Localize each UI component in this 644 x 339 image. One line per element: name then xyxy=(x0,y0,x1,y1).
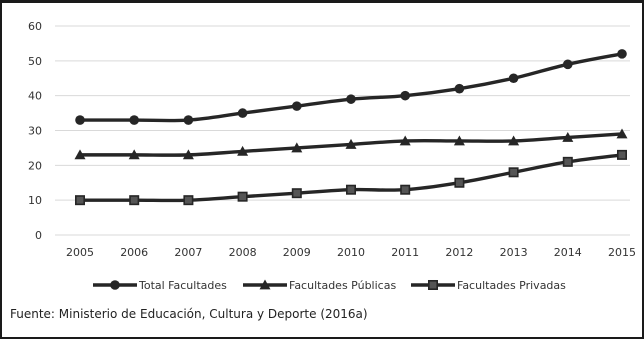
legend-label-facultades-p-blicas: Facultades Públicas xyxy=(289,279,396,292)
x-tick-label-2009: 2009 xyxy=(283,246,311,259)
point-facultades-privadas-2005 xyxy=(75,195,86,206)
point-total-facultades-2013 xyxy=(508,73,519,84)
point-total-facultades-2014 xyxy=(563,59,573,70)
y-tick-label-30: 30 xyxy=(28,125,42,138)
point-facultades-privadas-2013 xyxy=(508,167,519,178)
y-tick-label-20: 20 xyxy=(28,159,42,172)
y-tick-label-60: 60 xyxy=(28,20,42,33)
point-facultades-privadas-2010 xyxy=(345,184,356,195)
point-facultades-p-blicas-2006 xyxy=(128,149,140,160)
point-facultades-privadas-2008 xyxy=(237,191,248,202)
point-facultades-p-blicas-2005 xyxy=(74,149,86,160)
x-tick-label-2010: 2010 xyxy=(337,246,365,259)
x-tick-label-2011: 2011 xyxy=(391,246,419,259)
point-total-facultades-2011 xyxy=(400,90,411,101)
y-tick-label-50: 50 xyxy=(28,55,42,68)
legend: Total Facultades Facultades Públicas Facul… xyxy=(93,279,566,292)
point-total-facultades-2005 xyxy=(75,115,85,125)
series-line-total-facultades xyxy=(80,52,623,123)
legend-marker-total-facultades xyxy=(110,280,120,290)
legend-label-facultades-privadas: Facultades Privadas xyxy=(457,279,566,292)
x-tick-label-2015: 2015 xyxy=(608,246,636,259)
point-facultades-privadas-2009 xyxy=(291,188,302,199)
point-facultades-p-blicas-2015 xyxy=(616,128,628,139)
x-tick-label-2012: 2012 xyxy=(445,246,473,259)
y-tick-label-10: 10 xyxy=(28,194,42,207)
legend-marker-facultades-privadas xyxy=(427,279,438,290)
series-group xyxy=(74,49,628,206)
point-total-facultades-2009 xyxy=(292,101,302,111)
point-total-facultades-2010 xyxy=(346,94,356,104)
y-tick-label-40: 40 xyxy=(28,90,42,103)
point-facultades-privadas-2014 xyxy=(562,156,573,167)
x-tick-label-2007: 2007 xyxy=(174,246,202,259)
x-tick-label-2013: 2013 xyxy=(500,246,528,259)
x-tick-label-2008: 2008 xyxy=(229,246,257,259)
point-facultades-p-blicas-2010 xyxy=(345,138,357,149)
point-facultades-p-blicas-2008 xyxy=(237,145,249,156)
y-axis-ticks: 0 10 20 30 40 50 60 xyxy=(28,20,42,242)
grid-lines xyxy=(55,25,630,236)
point-total-facultades-2008 xyxy=(237,108,248,118)
x-tick-label-2006: 2006 xyxy=(120,246,148,259)
legend-marker-facultades-p-blicas xyxy=(259,279,271,290)
point-total-facultades-2012 xyxy=(454,83,465,94)
point-total-facultades-2007 xyxy=(183,115,194,125)
point-facultades-privadas-2006 xyxy=(129,195,140,206)
x-axis-ticks: 2005 2006 2007 2008 2009 2010 2011 2012 2013 2014… xyxy=(66,246,636,259)
x-tick-label-2005: 2005 xyxy=(66,246,94,259)
point-facultades-p-blicas-2013 xyxy=(508,135,520,146)
point-facultades-privadas-2015 xyxy=(616,149,627,160)
point-facultades-p-blicas-2009 xyxy=(291,142,303,153)
legend-label-total-facultades: Total Facultades xyxy=(138,279,227,292)
point-total-facultades-2006 xyxy=(129,115,139,125)
point-facultades-p-blicas-2014 xyxy=(562,131,574,142)
source-note: Fuente: Ministerio de Educación, Cultura… xyxy=(10,307,368,321)
point-facultades-p-blicas-2007 xyxy=(182,149,194,160)
point-facultades-privadas-2007 xyxy=(183,195,194,206)
point-total-facultades-2015 xyxy=(617,49,627,59)
point-facultades-privadas-2011 xyxy=(400,184,411,195)
y-tick-label-0: 0 xyxy=(35,229,42,242)
x-tick-label-2014: 2014 xyxy=(554,246,582,259)
point-facultades-p-blicas-2012 xyxy=(453,135,465,146)
point-facultades-privadas-2012 xyxy=(454,177,465,188)
point-facultades-p-blicas-2011 xyxy=(399,135,411,146)
